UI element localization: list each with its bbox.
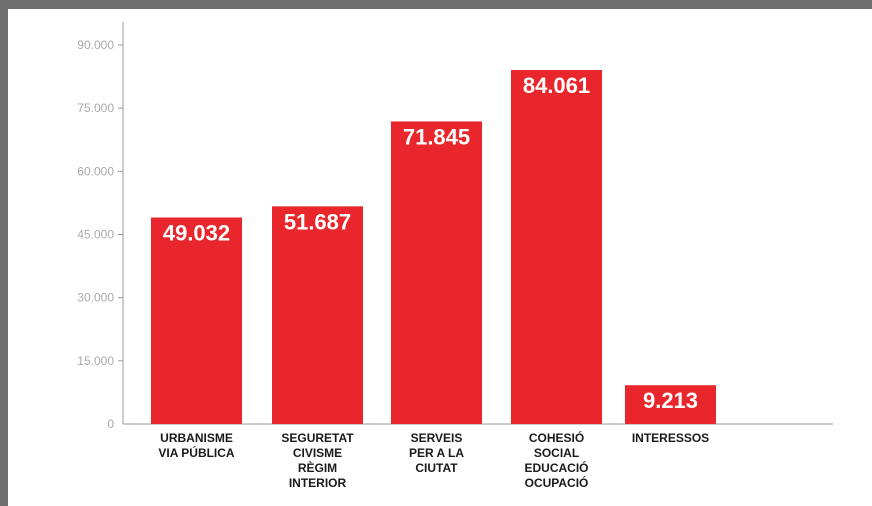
bar-value-label: 84.061: [523, 73, 590, 98]
y-tick-label: 45.000: [77, 228, 114, 242]
y-tick-label: 90.000: [77, 38, 114, 52]
bar: [511, 70, 602, 424]
category-label: SERVEIS: [411, 431, 463, 445]
category-label: RÈGIM: [298, 460, 337, 475]
bar: [272, 206, 363, 424]
category-label: SEGURETAT: [281, 431, 354, 445]
bar-value-label: 51.687: [284, 209, 351, 234]
category-label: OCUPACIÓ: [525, 475, 589, 490]
y-tick-label: 15.000: [77, 354, 114, 368]
category-label: INTERIOR: [289, 476, 347, 490]
category-label: CIVISME: [293, 446, 342, 460]
bar-value-label: 9.213: [643, 388, 698, 413]
y-tick-label: 30.000: [77, 291, 114, 305]
bar: [391, 121, 482, 424]
category-label: SOCIAL: [534, 446, 579, 460]
y-tick-label: 0: [107, 417, 114, 431]
category-label: URBANISME: [160, 431, 233, 445]
category-label: COHESIÓ: [529, 430, 584, 445]
bar-value-label: 71.845: [403, 124, 470, 149]
category-label: INTERESSOS: [632, 431, 709, 445]
category-label: PER A LA: [409, 446, 464, 460]
category-label: EDUCACIÓ: [524, 460, 588, 475]
category-label: VIA PÚBLICA: [158, 445, 235, 460]
bar-value-label: 49.032: [163, 221, 230, 246]
y-tick-label: 60.000: [77, 164, 114, 178]
category-label: CIUTAT: [415, 461, 458, 475]
bar: [151, 218, 242, 424]
y-tick-label: 75.000: [77, 101, 114, 115]
